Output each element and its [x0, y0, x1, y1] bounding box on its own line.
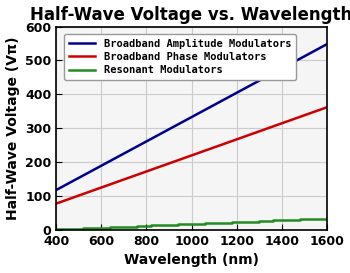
Resonant Modulators [68, 227, 72, 230]
Resonant Modulators [122, 225, 126, 228]
Resonant Modulators [217, 222, 221, 225]
Broadband Amplitude Modulators [184, 118, 189, 121]
Resonant Modulators [230, 220, 235, 224]
Resonant Modulators [95, 227, 99, 230]
Broadband Amplitude Modulators [318, 46, 323, 49]
Broadband Phase Modulators [325, 106, 329, 109]
Resonant Modulators [325, 217, 329, 220]
Resonant Modulators [298, 218, 302, 221]
Resonant Modulators [68, 228, 72, 231]
Resonant Modulators [162, 224, 167, 227]
Resonant Modulators [108, 226, 112, 229]
Resonant Modulators [95, 226, 99, 229]
Broadband Amplitude Modulators [201, 109, 205, 113]
Resonant Modulators [244, 220, 248, 224]
Broadband Phase Modulators [318, 108, 323, 111]
Resonant Modulators [162, 223, 167, 227]
Resonant Modulators [135, 225, 140, 228]
Resonant Modulators [325, 216, 329, 220]
Resonant Modulators [298, 218, 302, 221]
Resonant Modulators [312, 218, 316, 221]
Resonant Modulators [81, 227, 85, 230]
Y-axis label: Half-Wave Voltage (Vπ): Half-Wave Voltage (Vπ) [6, 37, 20, 220]
Line: Broadband Amplitude Modulators: Broadband Amplitude Modulators [56, 44, 327, 190]
Legend: Broadband Amplitude Modulators, Broadband Phase Modulators, Resonant Modulators: Broadband Amplitude Modulators, Broadban… [64, 34, 296, 81]
Resonant Modulators [135, 224, 140, 228]
Broadband Phase Modulators [183, 156, 187, 159]
X-axis label: Wavelength (nm): Wavelength (nm) [124, 253, 259, 268]
Resonant Modulators [271, 219, 275, 222]
Resonant Modulators [149, 224, 153, 228]
Broadband Phase Modulators [215, 145, 219, 148]
Resonant Modulators [81, 227, 85, 230]
Broadband Phase Modulators [54, 202, 58, 205]
Resonant Modulators [244, 220, 248, 223]
Resonant Modulators [149, 224, 153, 227]
Resonant Modulators [217, 221, 221, 224]
Resonant Modulators [284, 219, 288, 222]
Resonant Modulators [284, 218, 288, 221]
Resonant Modulators [257, 219, 261, 222]
Broadband Amplitude Modulators [215, 102, 219, 105]
Resonant Modulators [203, 222, 207, 225]
Resonant Modulators [271, 219, 275, 222]
Broadband Amplitude Modulators [276, 69, 280, 72]
Broadband Phase Modulators [201, 150, 205, 153]
Broadband Amplitude Modulators [325, 43, 329, 46]
Resonant Modulators [203, 222, 207, 225]
Resonant Modulators [312, 217, 316, 220]
Resonant Modulators [176, 223, 180, 226]
Resonant Modulators [108, 225, 112, 229]
Resonant Modulators [230, 221, 235, 224]
Broadband Amplitude Modulators [54, 188, 58, 192]
Title: Half-Wave Voltage vs. Wavelength: Half-Wave Voltage vs. Wavelength [30, 5, 350, 23]
Resonant Modulators [122, 225, 126, 229]
Resonant Modulators [257, 220, 261, 223]
Resonant Modulators [176, 223, 180, 227]
Line: Resonant Modulators: Resonant Modulators [56, 218, 327, 229]
Resonant Modulators [54, 228, 58, 231]
Resonant Modulators [189, 222, 194, 225]
Resonant Modulators [189, 223, 194, 226]
Broadband Phase Modulators [184, 156, 189, 159]
Broadband Phase Modulators [276, 123, 280, 126]
Broadband Amplitude Modulators [183, 119, 187, 122]
Line: Broadband Phase Modulators: Broadband Phase Modulators [56, 107, 327, 204]
